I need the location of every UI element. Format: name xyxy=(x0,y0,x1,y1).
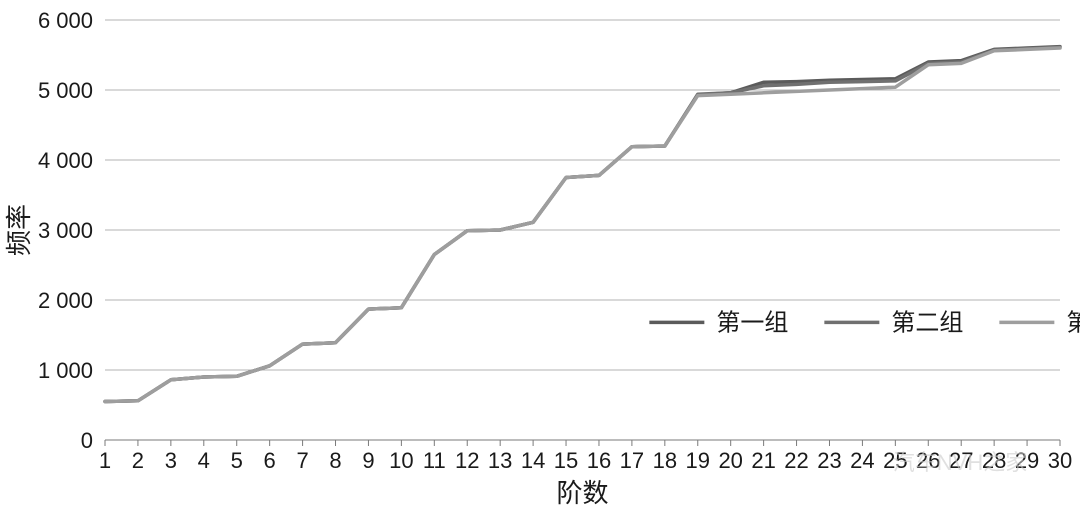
y-tick-label: 5 000 xyxy=(38,78,93,103)
x-tick-label: 22 xyxy=(784,448,808,473)
x-tick-label: 11 xyxy=(423,448,446,473)
x-tick-label: 30 xyxy=(1048,448,1072,473)
x-tick-label: 19 xyxy=(686,448,710,473)
y-tick-label: 2 000 xyxy=(38,288,93,313)
y-tick-label: 6 000 xyxy=(38,8,93,33)
x-tick-label: 9 xyxy=(362,448,374,473)
y-tick-label: 4 000 xyxy=(38,148,93,173)
x-tick-label: 18 xyxy=(653,448,677,473)
x-tick-label: 6 xyxy=(264,448,276,473)
x-tick-label: 12 xyxy=(455,448,479,473)
x-tick-label: 14 xyxy=(521,448,545,473)
x-tick-label: 17 xyxy=(620,448,644,473)
x-tick-label: 13 xyxy=(488,448,512,473)
x-tick-label: 7 xyxy=(296,448,308,473)
x-tick-label: 21 xyxy=(751,448,775,473)
x-tick-label: 5 xyxy=(231,448,243,473)
y-axis-title: 频率 xyxy=(5,204,34,256)
y-tick-label: 0 xyxy=(81,428,93,453)
watermark-text: 汽车NVH之家 xyxy=(893,450,1027,475)
x-tick-label: 1 xyxy=(99,448,111,473)
x-tick-label: 4 xyxy=(198,448,210,473)
legend-label: 第二组 xyxy=(891,309,963,336)
x-tick-label: 2 xyxy=(132,448,144,473)
legend-label: 第三组 xyxy=(1066,309,1080,336)
x-tick-label: 20 xyxy=(718,448,742,473)
x-tick-label: 16 xyxy=(587,448,611,473)
y-tick-label: 1 000 xyxy=(38,358,93,383)
x-axis-title: 阶数 xyxy=(556,479,608,508)
x-tick-label: 15 xyxy=(554,448,578,473)
legend-label: 第一组 xyxy=(716,309,788,336)
y-tick-label: 3 000 xyxy=(38,218,93,243)
chart-svg: 01 0002 0003 0004 0005 0006 000123456789… xyxy=(0,0,1080,511)
x-tick-label: 8 xyxy=(329,448,341,473)
line-chart: 01 0002 0003 0004 0005 0006 000123456789… xyxy=(0,0,1080,511)
x-tick-label: 10 xyxy=(389,448,413,473)
x-tick-label: 23 xyxy=(817,448,841,473)
x-tick-label: 24 xyxy=(850,448,874,473)
x-tick-label: 3 xyxy=(165,448,177,473)
